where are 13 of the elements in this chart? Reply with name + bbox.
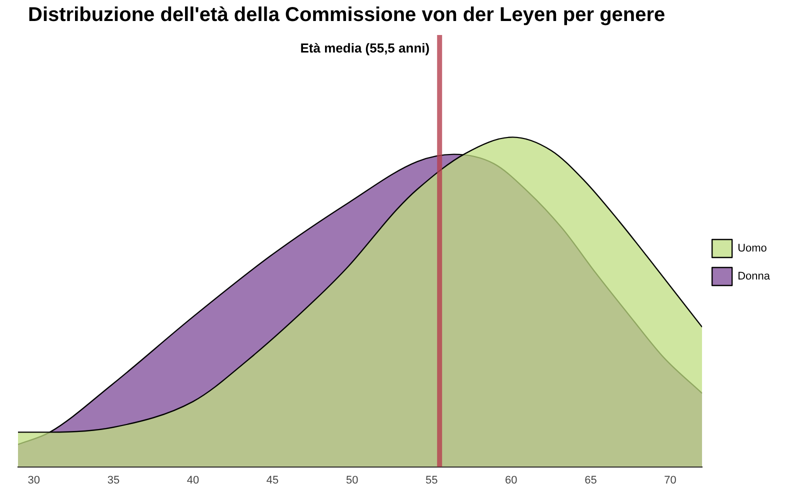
x-tick-label: 60 [505,474,518,486]
chart-title: Distribuzione dell'età della Commissione von der Leyen per genere [28,4,666,27]
x-tick-label: 35 [107,474,120,486]
x-tick-label: 50 [346,474,358,486]
x-tick-label: 65 [584,474,597,486]
x-tick-label: 55 [426,474,438,486]
x-tick-label: 30 [28,474,40,486]
x-tick-label: 40 [186,474,200,486]
legend-label: Donna [738,270,771,283]
legend-label: Uomo [738,242,767,255]
ref-line-label: Età media (55,5 anni) [300,40,430,56]
x-tick-label: 70 [664,474,676,486]
x-tick-label: 45 [266,474,279,486]
